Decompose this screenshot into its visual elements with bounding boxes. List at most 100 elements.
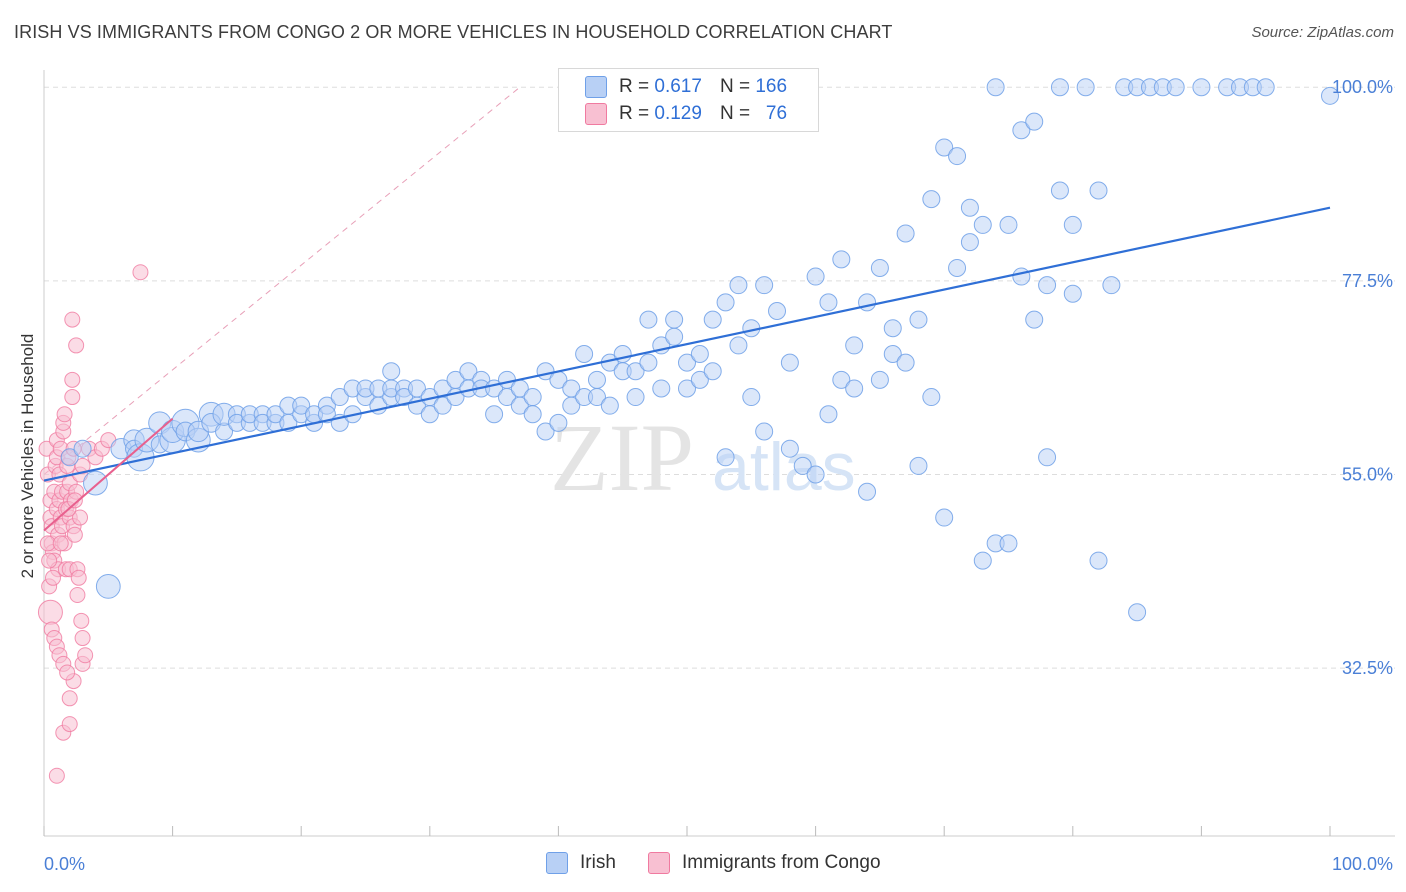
legend-r-value: 0.129	[654, 103, 702, 124]
irish-point	[626, 362, 645, 381]
irish-point	[780, 353, 799, 372]
irish-point	[780, 439, 799, 458]
irish-point	[729, 276, 748, 295]
irish-point	[999, 534, 1018, 553]
irish-point	[729, 336, 748, 355]
x-tick-label: 100.0%	[1332, 854, 1393, 874]
irish-point	[960, 198, 979, 217]
irish-point	[433, 396, 452, 415]
legend-item-irish-label: Irish	[580, 852, 616, 873]
y-tick-label: 55.0%	[1342, 465, 1393, 485]
irish-points	[60, 78, 1339, 622]
irish-point	[1256, 78, 1275, 97]
irish-point	[845, 336, 864, 355]
irish-point	[678, 353, 696, 372]
irish-point	[819, 293, 838, 312]
irish-point	[1321, 86, 1339, 105]
chart-title: IRISH VS IMMIGRANTS FROM CONGO 2 OR MORE…	[14, 22, 893, 42]
congo-point	[61, 690, 78, 707]
legend-n-value: 76	[765, 103, 788, 124]
irish-point	[999, 215, 1018, 234]
irish-point	[883, 345, 902, 364]
irish-point	[986, 78, 1005, 97]
congo-point	[66, 526, 83, 543]
legend-r-label: R =	[619, 103, 650, 124]
irish-point	[575, 345, 594, 364]
irish-swatch	[585, 76, 607, 98]
irish-point	[1102, 276, 1121, 295]
congo-point	[72, 509, 89, 526]
irish-point	[1012, 121, 1031, 140]
irish-point	[1089, 181, 1108, 200]
congo-points	[37, 264, 149, 784]
legend-row-congo: R = 0.129 N = 76	[585, 102, 787, 126]
legend-box: R = 0.617 N = 166 R = 0.129 N = 76	[558, 68, 819, 132]
congo-point	[73, 612, 90, 629]
congo-trend-line	[43, 417, 174, 532]
irish-point	[678, 379, 696, 398]
irish-point	[60, 448, 79, 467]
irish-point	[1063, 215, 1082, 234]
irish-point	[395, 388, 414, 407]
irish-point	[742, 388, 761, 407]
irish-point	[909, 456, 928, 475]
irish-point	[896, 353, 915, 372]
irish-point	[587, 370, 606, 389]
x-tick-label: 0.0%	[44, 854, 85, 874]
irish-point	[1012, 267, 1031, 286]
irish-point	[73, 439, 92, 458]
irish-point	[497, 388, 516, 407]
irish-point	[639, 310, 658, 329]
irish-point	[768, 301, 787, 320]
legend-n-label: N =	[719, 103, 751, 124]
legend-n-label: N =	[719, 76, 751, 97]
bottom-legend: Irish Immigrants from Congo	[0, 852, 1406, 878]
watermark-zip: ZIP	[550, 404, 694, 511]
irish-point	[652, 379, 671, 398]
congo-point	[132, 264, 149, 281]
irish-point	[806, 465, 825, 484]
tick-labels: 100.0% 77.5% 55.0% 32.5% 0.0% 100.0%	[44, 77, 1393, 874]
irish-point	[266, 405, 285, 424]
irish-point	[626, 388, 645, 407]
congo-point	[52, 535, 69, 552]
gridlines	[43, 86, 1395, 669]
congo-point	[64, 389, 81, 406]
irish-point	[703, 310, 722, 329]
irish-point	[587, 388, 606, 407]
irish-point	[960, 233, 979, 252]
irish-point	[1025, 112, 1044, 131]
irish-point	[755, 276, 774, 295]
irish-point	[665, 327, 684, 346]
congo-point	[66, 492, 83, 509]
congo-point	[69, 587, 86, 604]
irish-point	[1063, 284, 1082, 303]
legend-item-congo-label: Immigrants from Congo	[682, 852, 881, 873]
congo-point	[56, 406, 73, 423]
irish-trend-line	[43, 206, 1331, 482]
irish-point	[935, 508, 954, 527]
congo-point	[45, 569, 62, 586]
irish-point	[845, 379, 864, 398]
legend-item-irish: Irish	[546, 852, 616, 874]
irish-point	[690, 345, 709, 364]
irish-point	[716, 448, 735, 467]
irish-point	[870, 370, 889, 389]
irish-point	[330, 388, 349, 407]
congo-point	[48, 767, 65, 784]
irish-point	[1038, 448, 1057, 467]
irish-point	[935, 138, 954, 157]
legend-row-irish: R = 0.617 N = 166	[585, 75, 787, 99]
irish-point	[639, 353, 658, 372]
irish-point	[1089, 551, 1108, 570]
congo-point	[37, 599, 63, 625]
irish-point	[549, 413, 568, 432]
congo-point	[59, 664, 76, 681]
congo-point	[64, 371, 81, 388]
irish-point	[703, 362, 722, 381]
congo-point	[64, 311, 81, 328]
irish-point	[793, 456, 812, 475]
irish-point	[523, 388, 542, 407]
irish-point	[1192, 78, 1211, 97]
